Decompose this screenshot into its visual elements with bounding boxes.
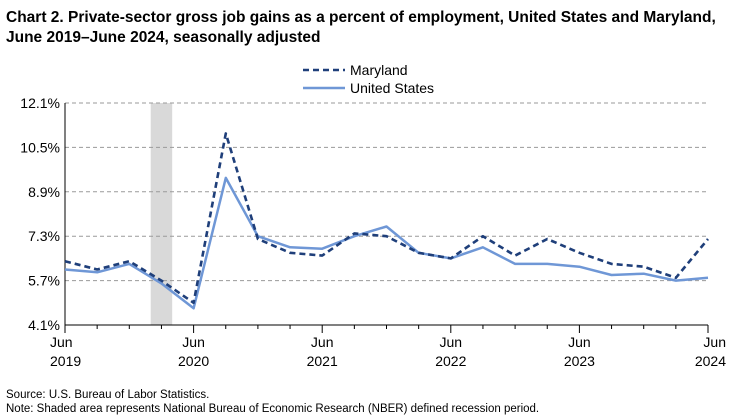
y-tick-label: 12.1%	[20, 95, 60, 111]
recession-note: Note: Shaded area represents National Bu…	[6, 403, 540, 415]
legend-label: Maryland	[350, 62, 408, 78]
axes: 12.1%10.5%8.9%7.3%5.7%4.1%Jun2019Jun2020…	[20, 95, 726, 369]
x-tick-year: 2020	[178, 353, 209, 369]
x-tick-month: Jun	[703, 334, 726, 350]
x-tick-year: 2022	[435, 353, 466, 369]
footnotes: Source: U.S. Bureau of Labor Statistics.…	[6, 388, 539, 416]
x-tick-month: Jun	[440, 334, 463, 350]
source-note: Source: U.S. Bureau of Labor Statistics.	[6, 389, 210, 401]
x-tick-year: 2021	[307, 353, 338, 369]
x-tick-year: 2024	[695, 353, 726, 369]
chart-title: Chart 2. Private-sector gross job gains …	[6, 9, 716, 46]
series-line-united-states	[64, 176, 709, 310]
y-tick-label: 5.7%	[28, 273, 60, 289]
series-lines	[64, 132, 710, 310]
recession-band	[150, 103, 173, 325]
series-line-maryland	[64, 132, 710, 305]
y-tick-label: 10.5%	[20, 139, 60, 155]
gridlines	[65, 102, 708, 282]
y-tick-label: 7.3%	[28, 228, 60, 244]
y-tick-label: 4.1%	[28, 317, 60, 333]
legend-label: United States	[350, 80, 434, 96]
x-tick-month: Jun	[182, 334, 205, 350]
y-tick-label: 8.9%	[28, 184, 60, 200]
x-tick-month: Jun	[50, 334, 73, 350]
x-tick-year: 2019	[50, 353, 81, 369]
recession-band-layer	[150, 103, 173, 325]
x-tick-month: Jun	[568, 334, 591, 350]
legend: Maryland United States	[303, 62, 434, 96]
x-tick-month: Jun	[311, 334, 334, 350]
x-tick-year: 2023	[564, 353, 595, 369]
